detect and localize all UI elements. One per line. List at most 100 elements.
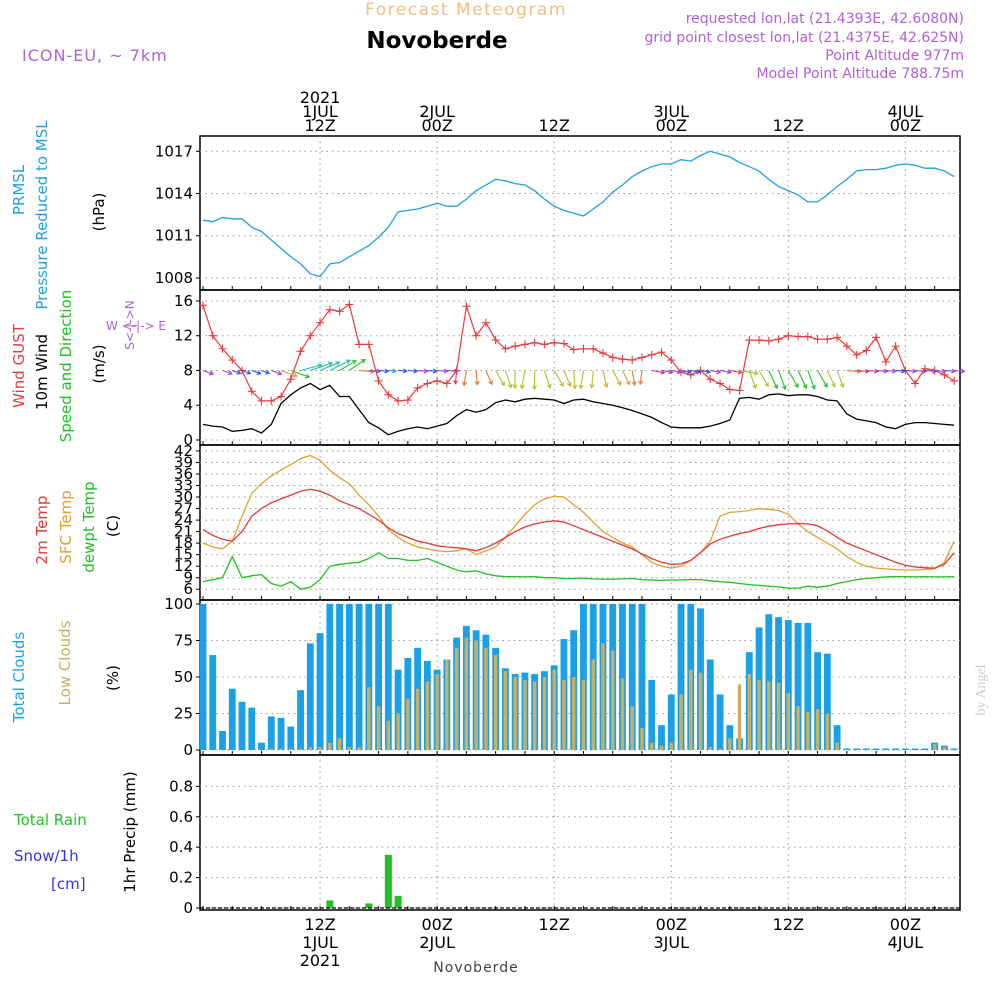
wind-label-gust: Wind GUST [10,323,28,408]
low-cloud-bar [532,681,537,750]
wind-direction-arrow [521,370,526,389]
precip-label-snow: Snow/1h [14,847,79,865]
wind-gust-point [559,339,568,348]
wind-compass-we: W <-|-> E [106,319,166,333]
wind-direction-arrow [758,370,769,387]
low-cloud-bar [611,650,615,750]
time-label-bottom: 2021 [300,951,341,970]
wind-direction-arrow [485,370,493,385]
y-tick-label: 25 [174,705,193,723]
wind-gust-point [716,379,725,388]
wind-gust-point [813,335,822,344]
total-cloud-bar [297,690,304,750]
wind-direction-arrowhead [638,380,644,386]
total-cloud-bar [892,748,900,751]
temp-label-unit: (C) [104,515,122,537]
wind-direction-arrow [700,369,711,373]
wind-direction-arrow [924,369,937,373]
low-cloud-bar [298,748,303,751]
wind-gust-point [277,392,286,401]
wind-gust-point [569,345,578,354]
wind-direction-arrow [836,370,844,388]
low-cloud-bar [767,681,771,750]
wind-direction-arrowhead [376,368,382,374]
wind-direction-arrow [349,359,366,371]
low-cloud-bar [552,669,556,750]
low-cloud-bar [415,688,420,750]
low-cloud-bar [503,671,508,750]
total-cloud-bar [619,604,626,750]
wind-direction-arrow [866,369,879,373]
wind-gust-point [355,340,364,349]
low-cloud-bar [650,742,654,750]
low-cloud-bar [328,742,332,750]
wind-direction-arrow [417,369,428,372]
wind-direction-arrow [826,370,836,387]
wind-direction-arrow [651,369,665,374]
wind-label-unit: (m/s) [90,344,108,383]
wind-gust-point [657,348,666,357]
total-cloud-bar [365,604,373,750]
wind-direction-arrow [944,369,956,372]
wind-gust-point [267,396,276,405]
low-cloud-bar [698,672,703,750]
wind-gust-point [550,338,559,347]
wind-direction-arrowhead [413,368,419,374]
wind-gust-point [442,379,451,388]
wind-direction-arrow [319,361,340,371]
wind-gust-point [540,340,549,349]
wind-direction-arrowhead [616,380,622,386]
low-cloud-bar [386,720,391,750]
wind-gust-point [413,383,422,392]
wind-gust-point [745,336,754,345]
2m-temp-line [202,488,955,569]
wind-direction-arrow [475,370,478,385]
total-cloud-bar [306,643,314,750]
low-cloud-bar [542,677,547,750]
y-tick-label: 30 [174,488,193,506]
wind-direction-arrow [591,370,594,388]
wind-gust-point [647,350,656,359]
wind-gust-point [872,333,881,342]
wind-gust-point [598,349,607,358]
y-tick-label: 100 [164,595,193,613]
wind-direction-arrowhead [453,379,459,385]
wind-direction-arrowhead [941,368,947,374]
wind-direction-arrow [368,369,381,373]
wind-direction-arrowhead [227,370,233,376]
wind-direction-arrowhead [891,368,897,374]
wind-direction-arrowhead [811,384,816,390]
wind-direction-arrow [748,370,757,389]
total-cloud-bar [258,742,265,750]
y-tick-label: 50 [174,668,193,686]
wind-gust-point [296,347,305,356]
y-tick-label: 33 [174,477,193,495]
wind-gust-point [852,350,861,359]
wind-direction-arrowhead [668,369,674,375]
wind-direction-arrow [232,369,241,374]
wind-direction-arrowhead [519,384,525,390]
wind-direction-arrowhead [423,368,429,374]
wind-direction-arrowhead [256,370,262,375]
total-cloud-bar [658,725,665,750]
wind-gust-point [579,344,588,353]
total-cloud-bar [199,604,207,750]
wind-gust-point [257,396,266,405]
total-cloud-bar [648,679,656,750]
wind-direction-arrow [495,370,505,386]
y-tick-label: 8 [183,361,193,379]
wind-gust-point [511,342,520,351]
cloud-label-unit: (%) [104,665,122,691]
y-tick-label: 0 [183,431,193,449]
low-cloud-bar [591,659,595,750]
low-cloud-bar [640,728,644,750]
total-cloud-bar [267,716,275,750]
wind-gust-point [803,332,812,341]
total-cloud-bar [804,622,812,750]
wind-direction-arrowhead [764,382,769,388]
forecast-title: Forecast Meteogram [365,0,567,20]
low-cloud-bar [689,669,693,750]
low-cloud-bar [406,698,410,750]
total-cloud-bar [219,731,226,750]
y-tick-label: 1008 [155,269,193,287]
